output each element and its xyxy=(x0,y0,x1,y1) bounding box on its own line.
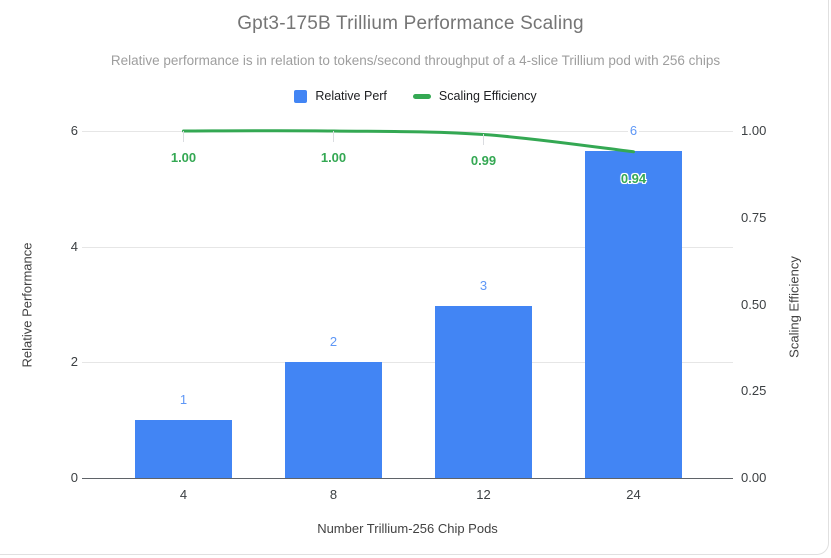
bar-value-text: 3 xyxy=(477,278,490,294)
bar-value-label: 1 xyxy=(154,392,214,408)
bar xyxy=(285,362,382,478)
bar-value-text: 6 xyxy=(627,122,640,138)
x-axis-tick-label: 4 xyxy=(179,487,188,502)
x-axis-tick-label: 12 xyxy=(476,487,491,502)
y-axis-tick-label: 2 xyxy=(70,354,78,370)
line-point-tick xyxy=(333,131,334,142)
x-axis-line xyxy=(82,478,733,479)
y-axis-tick-label: 0 xyxy=(70,470,78,485)
bar xyxy=(135,420,232,478)
line-value-label: 0.94 xyxy=(620,170,647,186)
right-axis-tick-label: 0.00 xyxy=(741,470,767,485)
bar xyxy=(585,150,682,478)
y-axis-tick-label: 4 xyxy=(70,238,78,254)
legend-item-scaling-efficiency: Scaling Efficiency xyxy=(412,89,537,103)
line-value-label: 1.00 xyxy=(170,150,197,165)
legend-label-scaling-efficiency: Scaling Efficiency xyxy=(438,89,537,103)
bar-value-label: 2 xyxy=(304,334,364,350)
bar-value-text: 1 xyxy=(177,392,190,408)
line-value-label: 1.00 xyxy=(320,150,347,165)
line-series-swatch-icon xyxy=(412,93,431,99)
gridline xyxy=(82,246,733,248)
x-axis-tick-label: 8 xyxy=(329,487,338,502)
line-value-label: 0.99 xyxy=(470,153,497,169)
right-axis-tick-label: 1.00 xyxy=(741,123,767,138)
x-axis-tick-label: 24 xyxy=(626,487,641,502)
bar-series-swatch-icon xyxy=(294,89,308,103)
chart-title: Gpt3-175B Trillium Performance Scaling xyxy=(237,13,584,34)
line-point-tick xyxy=(183,131,184,142)
y-axis-tick-label: 6 xyxy=(70,123,78,138)
bar-value-label: 6 xyxy=(604,122,664,138)
gridline xyxy=(82,362,733,364)
right-axis-tick-label: 0.75 xyxy=(741,209,767,225)
legend-label-relative-perf: Relative Perf xyxy=(315,89,387,103)
bar xyxy=(435,306,532,478)
line-point-tick xyxy=(483,134,484,146)
right-axis-tick-label: 0.50 xyxy=(741,296,767,312)
scaling-efficiency-path xyxy=(182,129,635,154)
bar-value-text: 2 xyxy=(327,334,340,350)
chart-subtitle: Relative performance is in relation to t… xyxy=(110,53,721,68)
x-axis-title: Number Trillium-256 Chip Pods xyxy=(317,521,498,536)
right-axis-tick-label: 0.25 xyxy=(741,383,767,399)
bar-value-label: 3 xyxy=(454,278,514,294)
legend: Relative Perf Scaling Efficiency xyxy=(0,88,831,104)
legend-item-relative-perf: Relative Perf xyxy=(294,89,387,103)
